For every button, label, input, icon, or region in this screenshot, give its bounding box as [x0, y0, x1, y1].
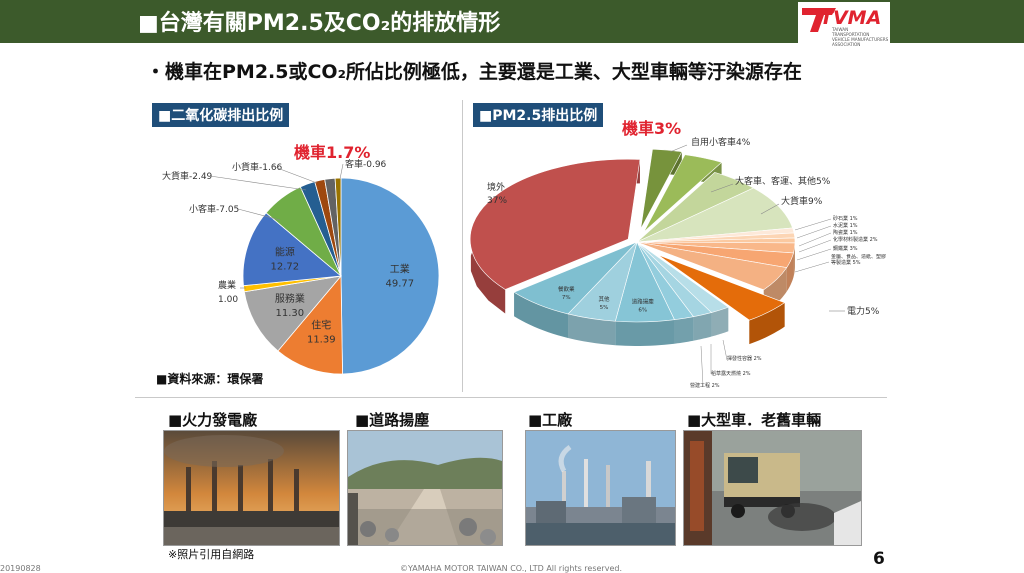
photo-title-factory: ■工廠 — [528, 411, 573, 429]
co2-inlabel-name-4: 能源 — [275, 246, 295, 259]
co2-pie-chart: 工業 49.77 住宅 11.39 服務業 11.30 能源 12.72 小貨車-1.66 大… — [162, 143, 440, 375]
svg-text:大客車、客運、其他5%: 大客車、客運、其他5% — [735, 175, 831, 187]
pm25-slice-side-13 — [693, 312, 712, 341]
svg-text:鋼鐵業 3%: 鋼鐵業 3% — [833, 245, 858, 252]
svg-text:營建工程 2%: 營建工程 2% — [690, 382, 720, 389]
co2-highlight-motorcycle: 機車1.7% — [294, 143, 370, 162]
co2-chart-tag: ■二氧化碳排出比例 — [152, 103, 290, 127]
photo-note: ※照片引用自網路 — [168, 548, 255, 561]
svg-text:VEHICLE MANUFACTURERS: VEHICLE MANUFACTURERS — [832, 37, 889, 42]
pm25-slice-side-17 — [514, 292, 569, 338]
factory-photo — [525, 430, 676, 546]
co2-label-agri-name: 農業 — [218, 279, 236, 291]
photo-title-power-plant: ■火力發電廠 — [168, 411, 258, 429]
co2-label-agri-value: 1.00 — [218, 295, 238, 305]
slide-subtitle: ・機車在PM2.5或CO₂所佔比例極低，主要還是工業、大型車輛等汙染源存在 — [146, 61, 802, 83]
svg-text:揮發性容器 2%: 揮發性容器 2% — [727, 355, 762, 362]
co2-inlabel-name-2: 服務業 — [275, 292, 305, 305]
svg-text:陶瓷業 1%: 陶瓷業 1% — [833, 229, 858, 236]
slide-title: ■台灣有關PM2.5及CO₂的排放情形 — [138, 11, 501, 36]
pm25-slice-side-12 — [711, 307, 729, 337]
co2-label-big-truck: 大貨車-2.49 — [162, 170, 213, 182]
pm25-slice-side-15 — [615, 319, 675, 346]
logo-text: TVMA — [820, 7, 881, 29]
co2-inlabel-value-1: 11.39 — [307, 334, 336, 345]
pm25-slice-4 — [636, 187, 793, 243]
pm25-highlight-motorcycle: 機車3% — [622, 119, 681, 138]
pm25-inlabel-value-16: 5% — [600, 305, 609, 311]
pm25-slice-0 — [469, 158, 641, 290]
page-number: 6 — [873, 549, 885, 569]
photo-title-road-dust: ■道路揚塵 — [355, 411, 430, 429]
svg-text:TRANSPORTATION: TRANSPORTATION — [831, 32, 869, 37]
road-dust-photo — [347, 430, 503, 546]
co2-inlabel-value-0: 49.77 — [385, 279, 414, 290]
pm25-inlabel-value-15: 6% — [638, 308, 647, 314]
co2-label-small-truck: 小貨車-1.66 — [232, 161, 283, 173]
data-source: ■資料來源：環保署 — [156, 372, 264, 386]
co2-slice-0 — [340, 177, 440, 375]
co2-slice-2 — [243, 275, 343, 352]
pm25-slice-10 — [636, 241, 788, 291]
footer-date: 20190828 — [0, 564, 41, 573]
pm25-slice-2 — [643, 154, 723, 233]
tvma-logo: TVMA TAIWAN TRANSPORTATION VEHICLE MANUF… — [798, 2, 890, 48]
svg-text:大貨車9%: 大貨車9% — [781, 195, 823, 207]
pm25-slice-side-9 — [786, 252, 794, 292]
svg-text:ASSOCIATION: ASSOCIATION — [832, 42, 860, 47]
co2-inlabel-value-2: 11.30 — [276, 308, 305, 319]
footer-copyright: ©YAMAHA MOTOR TAIWAN CO., LTD All rights… — [400, 564, 622, 573]
pm25-slice-side-8 — [793, 242, 795, 277]
pm25-inlabel-name-17: 餐飲業 — [558, 285, 575, 293]
pm25-chart-tag: ■PM2.5排出比例 — [473, 103, 604, 127]
svg-text:37%: 37% — [487, 196, 507, 206]
svg-text:化學材料製造業 2%: 化學材料製造業 2% — [833, 236, 878, 243]
pm25-slice-side-14 — [674, 316, 694, 344]
pm25-slice-side-11 — [749, 302, 785, 345]
svg-text:TAIWAN: TAIWAN — [831, 27, 848, 32]
co2-inlabel-name-0: 工業 — [390, 263, 410, 276]
svg-text:自用小客車4%: 自用小客車4% — [691, 136, 751, 148]
svg-text:電力5%: 電力5% — [847, 305, 880, 317]
pm25-inlabel-name-16: 其他 — [598, 295, 610, 303]
pm25-inlabel-name-15: 道路揚塵 — [632, 298, 655, 306]
svg-text:水泥業 1%: 水泥業 1% — [833, 222, 858, 229]
svg-text:境外: 境外 — [487, 181, 505, 193]
chart-divider — [462, 100, 463, 392]
svg-text:砂石業 1%: 砂石業 1% — [833, 215, 858, 222]
co2-inlabel-value-4: 12.72 — [271, 262, 300, 273]
svg-text:稻草露天燃燒 2%: 稻草露天燃燒 2% — [711, 370, 751, 377]
co2-slice-9 — [334, 177, 342, 277]
co2-label-car: 小客車-7.05 — [189, 203, 239, 215]
power-plant-photo — [163, 430, 340, 546]
co2-inlabel-name-1: 住宅 — [311, 318, 331, 331]
photo-title-heavy-vehicles: ■大型車．老舊車輛 — [687, 411, 822, 429]
pm25-slice-1 — [640, 148, 683, 230]
co2-slice-4 — [242, 212, 342, 287]
heavy-vehicle-photo — [683, 430, 862, 546]
section-divider — [135, 397, 887, 398]
pm25-slice-side-16 — [568, 313, 616, 346]
pm25-slice-17 — [513, 241, 638, 315]
co2-label-bus: 客車-0.96 — [345, 158, 387, 170]
co2-slice-1 — [277, 274, 343, 375]
pm25-slice-11 — [657, 254, 786, 321]
pm25-inlabel-value-17: 7% — [562, 295, 571, 301]
pm25-pie-chart: 道路揚塵 6% 其他 5% 餐飲業 7% 機車3% 自用小客車4% 大客車、客運、其他5%… — [469, 119, 886, 389]
